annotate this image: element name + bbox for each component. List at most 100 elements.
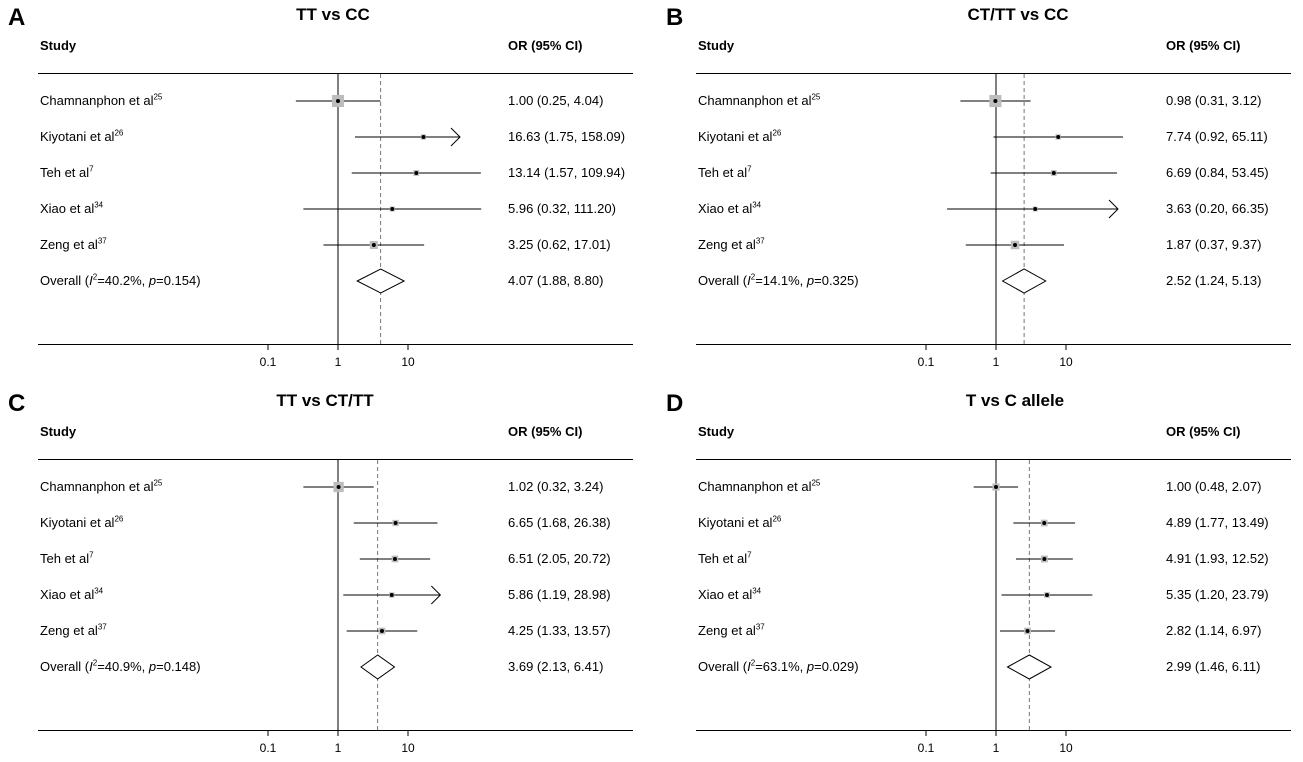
p-value: =0.325) (814, 273, 859, 288)
overall-or-ci: 2.99 (1.46, 6.11) (1166, 659, 1261, 674)
overall-diamond (1006, 654, 1053, 680)
study-name: Teh et al7 (698, 551, 752, 566)
study-name-text: Zeng et al (698, 237, 756, 252)
study-name: Chamnanphon et al25 (40, 478, 163, 493)
x-tick-label: 0.1 (260, 355, 277, 369)
point-estimate (336, 99, 340, 103)
study-name: Xiao et al34 (40, 586, 104, 601)
study-ref: 37 (755, 622, 765, 632)
study-ref: 25 (153, 92, 163, 102)
overall-label: Overall (I2=63.1%, p=0.029) (698, 659, 859, 674)
study-column-header: Study (40, 38, 77, 53)
i2-superscript: 2 (92, 658, 98, 668)
or-column-header: OR (95% CI) (1166, 424, 1241, 439)
overall-diamond (356, 268, 406, 294)
x-tick-label: 0.1 (918, 741, 935, 755)
study-name: Kiyotani et al26 (698, 515, 781, 530)
or-column-header: OR (95% CI) (508, 424, 583, 439)
study-or-ci: 16.63 (1.75, 158.09) (508, 129, 626, 144)
p-symbol: p (806, 659, 815, 674)
study-name: Zeng et al37 (698, 622, 765, 638)
study-name: Kiyotani et al26 (698, 128, 782, 143)
overall-prefix: Overall ( (698, 273, 748, 288)
study-or-ci: 4.91 (1.93, 12.52) (1166, 551, 1269, 566)
x-tick-label: 0.1 (260, 741, 277, 755)
overall-label: Overall (I2=40.9%, p=0.148) (40, 658, 201, 674)
study-ref: 25 (811, 92, 821, 102)
study-name: Chamnanphon et al25 (698, 92, 821, 108)
study-name-text: Zeng et al (698, 623, 756, 638)
i2-superscript: 2 (92, 272, 98, 282)
study-name-text: Xiao et al (698, 201, 753, 216)
study-name-text: Teh et al (698, 551, 748, 566)
forest-panel-c: C TT vs CT/TT Study OR (95% CI) 0.1 1 10 Chamna… (8, 392, 633, 758)
i2-value: =40.2%, (97, 273, 149, 288)
study-or-ci: 3.63 (0.20, 66.35) (1166, 201, 1269, 216)
overall-diamond (1001, 268, 1047, 294)
study-name-text: Xiao et al (40, 201, 95, 216)
study-name: Teh et al7 (40, 165, 94, 180)
i2-symbol: I (747, 273, 751, 288)
study-or-ci: 5.96 (0.32, 111.20) (508, 201, 616, 216)
study-name-text: Chamnanphon et al (698, 479, 812, 494)
p-value: =0.029) (814, 659, 859, 674)
study-ref: 37 (97, 236, 107, 246)
p-symbol: p (148, 659, 157, 674)
overall-or-ci: 3.69 (2.13, 6.41) (508, 659, 604, 674)
point-estimate (421, 135, 426, 139)
study-name: Chamnanphon et al25 (40, 92, 163, 107)
study-column-header: Study (40, 424, 77, 439)
study-or-ci: 2.82 (1.14, 6.97) (1166, 623, 1262, 638)
or-column-header: OR (95% CI) (1166, 38, 1241, 53)
panel-title: TT vs CC (296, 5, 370, 24)
study-name-text: Kiyotani et al (698, 515, 773, 530)
study-ref: 7 (747, 164, 752, 174)
i2-value: =14.1%, (755, 273, 807, 288)
overall-label: Overall (I2=40.2%, p=0.154) (40, 272, 201, 288)
study-name-text: Kiyotani et al (40, 129, 115, 144)
study-or-ci: 6.51 (2.05, 20.72) (508, 551, 611, 566)
study-column-header: Study (698, 424, 735, 439)
overall-diamond (360, 654, 396, 680)
p-symbol: p (148, 273, 157, 288)
i2-symbol: I (89, 659, 93, 674)
study-ref: 34 (752, 586, 762, 596)
study-ref: 34 (752, 200, 762, 210)
panel-title: CT/TT vs CC (967, 5, 1069, 24)
point-estimate (392, 557, 397, 561)
ci-arrow (1108, 199, 1119, 219)
point-estimate (389, 593, 394, 597)
study-name-text: Xiao et al (698, 587, 753, 602)
x-tick-label: 1 (993, 355, 1000, 369)
point-estimate (1033, 207, 1038, 211)
study-ref: 25 (153, 478, 163, 488)
study-column-header: Study (698, 38, 735, 53)
study-or-ci: 6.69 (0.84, 53.45) (1166, 165, 1269, 180)
study-ref: 25 (811, 478, 821, 488)
study-name: Xiao et al34 (698, 586, 762, 602)
study-name: Zeng et al37 (40, 236, 107, 251)
point-estimate (1042, 521, 1047, 525)
study-ref: 34 (94, 200, 104, 210)
study-or-ci: 13.14 (1.57, 109.94) (508, 165, 626, 180)
study-or-ci: 3.25 (0.62, 17.01) (508, 237, 611, 252)
study-ref: 34 (94, 586, 104, 596)
ci-arrow (450, 127, 461, 147)
study-name-text: Teh et al (40, 165, 90, 180)
overall-prefix: Overall ( (698, 659, 748, 674)
x-tick-label: 10 (401, 355, 415, 369)
forest-panel-d: D T vs C allele Study OR (95% CI) 0.1 1 10 Cham… (666, 392, 1291, 758)
point-estimate (336, 485, 341, 489)
i2-value: =63.1%, (755, 659, 807, 674)
point-estimate (393, 521, 398, 525)
study-name-text: Chamnanphon et al (698, 93, 812, 108)
study-or-ci: 5.86 (1.19, 28.98) (508, 587, 611, 602)
point-estimate (993, 99, 998, 103)
study-name: Kiyotani et al26 (40, 129, 123, 144)
study-or-ci: 1.00 (0.48, 2.07) (1166, 479, 1262, 494)
or-column-header: OR (95% CI) (508, 38, 583, 53)
panel-title: TT vs CT/TT (276, 391, 374, 410)
study-ref: 26 (772, 128, 782, 138)
study-name: Kiyotani et al26 (40, 515, 123, 529)
panel-letter: D (666, 390, 684, 417)
